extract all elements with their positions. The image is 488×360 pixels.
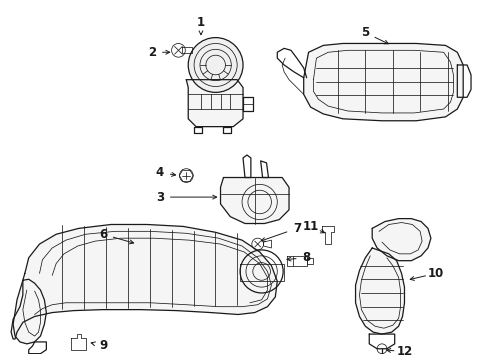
Text: 5: 5 xyxy=(361,26,369,39)
Text: 11: 11 xyxy=(302,220,318,233)
Text: 9: 9 xyxy=(99,339,107,352)
Polygon shape xyxy=(186,80,243,127)
Polygon shape xyxy=(371,219,430,261)
Polygon shape xyxy=(220,177,288,224)
Text: 10: 10 xyxy=(427,267,443,280)
Polygon shape xyxy=(11,225,277,339)
Text: 8: 8 xyxy=(302,251,310,264)
Polygon shape xyxy=(303,44,462,121)
Text: 12: 12 xyxy=(396,345,412,358)
Text: 7: 7 xyxy=(292,222,300,235)
Polygon shape xyxy=(13,279,46,344)
Text: 4: 4 xyxy=(155,166,163,179)
Text: 6: 6 xyxy=(99,228,107,241)
Text: 3: 3 xyxy=(156,190,163,204)
Text: 2: 2 xyxy=(148,46,156,59)
Polygon shape xyxy=(355,248,404,334)
Circle shape xyxy=(188,37,243,93)
Text: 1: 1 xyxy=(197,17,204,30)
Circle shape xyxy=(179,169,193,183)
